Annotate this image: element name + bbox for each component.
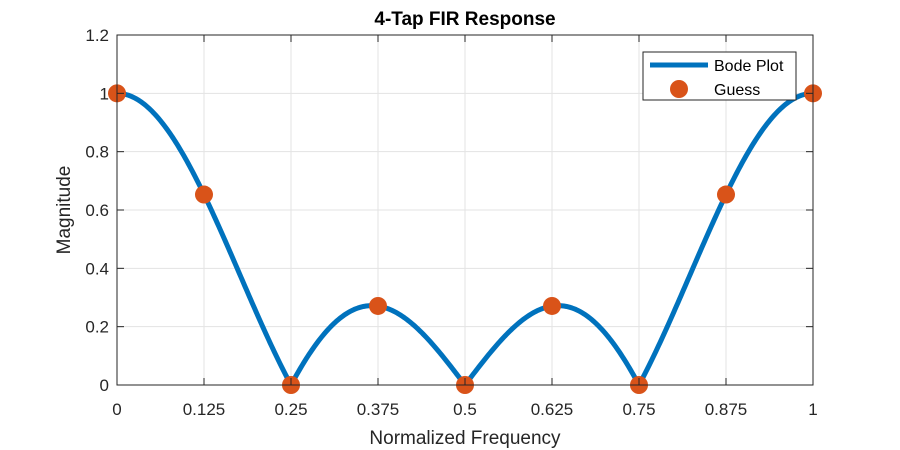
guess-point [195,185,213,204]
guess-point [717,185,735,204]
x-tick-labels: 0 0.125 0.25 0.375 0.5 0.625 0.75 0.875 1 [112,400,817,419]
guess-point [543,296,561,315]
x-tick-label: 0.625 [531,400,574,419]
y-axis-label: Magnitude [54,166,75,255]
y-tick-label: 1 [100,84,109,103]
x-tick-label: 0 [112,400,121,419]
x-tick-label: 0.25 [274,400,307,419]
y-tick-label: 0 [100,376,109,395]
y-tick-label: 1.2 [85,26,109,45]
y-tick-label: 0.2 [85,318,109,337]
x-tick-label: 0.5 [453,400,477,419]
legend-swatch-guess [670,80,688,98]
legend-box [642,51,797,101]
x-axis-label: Normalized Frequency [369,428,561,449]
x-tick-label: 1 [808,400,817,419]
x-tick-label: 0.375 [357,400,400,419]
x-tick-label: 0.125 [183,400,226,419]
x-tick-label: 0.875 [705,400,748,419]
chart-title: 4-Tap FIR Response [374,9,555,30]
y-tick-labels: 0 0.2 0.4 0.6 0.8 1 1.2 [85,26,109,395]
y-tick-label: 0.4 [85,259,109,278]
guess-point [369,296,387,315]
legend-label-guess: Guess [714,82,760,99]
y-tick-label: 0.6 [85,201,109,220]
ticks [116,34,814,386]
legend-label-bode-plot: Bode Plot [714,58,784,75]
x-tick-label: 0.75 [622,400,655,419]
y-tick-label: 0.8 [85,143,109,162]
legend: Bode Plot Guess [642,51,797,101]
